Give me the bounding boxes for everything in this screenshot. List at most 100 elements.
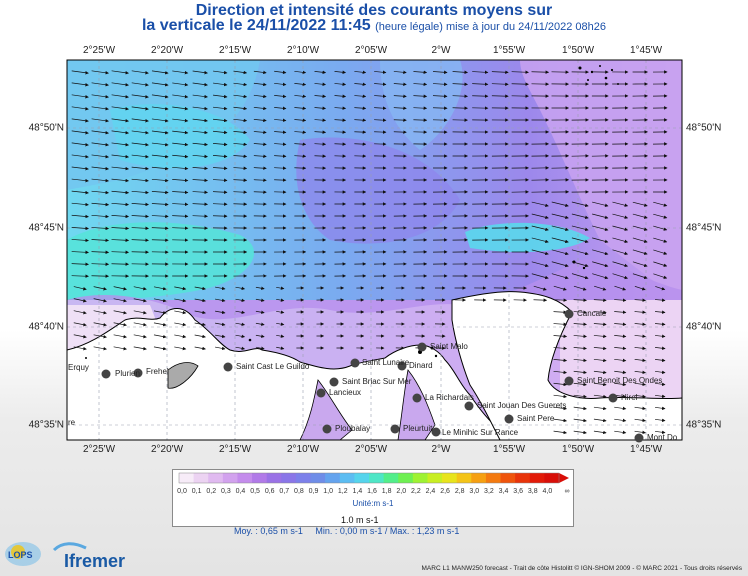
current-arrow [73, 310, 87, 315]
current-arrow [612, 237, 629, 243]
current-arrow [174, 334, 187, 339]
current-arrow [571, 249, 589, 256]
current-arrow [655, 394, 666, 399]
current-arrow [71, 130, 89, 135]
current-arrow [111, 106, 129, 111]
current-arrow [253, 70, 267, 75]
current-arrow [111, 250, 130, 254]
current-arrow [634, 334, 646, 339]
current-arrow [276, 322, 285, 326]
legend-label: 0,5 [250, 488, 260, 495]
legend-color-swatch [339, 473, 355, 483]
current-arrow [653, 237, 668, 243]
statistics: Moy. : 0,65 m s-1 Min. : 0,00 m s-1 / Ma… [234, 526, 459, 536]
current-arrow [91, 118, 109, 123]
current-arrow [393, 106, 407, 110]
current-arrow [151, 238, 169, 242]
place-label: Pleurtuit [403, 424, 433, 433]
current-arrow [131, 238, 149, 242]
legend-label: 3,0 [469, 488, 480, 495]
current-arrow [634, 394, 646, 399]
current-arrow [573, 298, 587, 302]
current-arrow [91, 142, 109, 147]
current-arrow [133, 286, 147, 291]
current-arrow [174, 298, 187, 303]
current-arrow [194, 334, 206, 339]
current-arrow [653, 213, 668, 219]
place-label: Plurien [115, 369, 140, 378]
current-arrow [253, 94, 267, 99]
current-arrow [634, 418, 646, 423]
current-arrow [274, 70, 287, 75]
current-arrow [533, 298, 548, 302]
legend-label: 0,6 [264, 488, 275, 495]
current-arrow [255, 322, 265, 326]
current-arrow [151, 82, 169, 87]
lon-tick: 1°55'W [492, 444, 526, 455]
current-arrow [91, 190, 110, 195]
current-arrow [192, 190, 208, 195]
lon-tick: 1°55'W [492, 45, 526, 56]
current-arrow [212, 166, 228, 171]
current-arrow [491, 82, 509, 86]
current-arrow [374, 118, 387, 122]
legend-label: 1,2 [337, 488, 348, 495]
current-arrow [294, 154, 307, 158]
current-arrow [255, 286, 265, 290]
current-arrow [374, 106, 387, 110]
current-vectors [71, 70, 668, 435]
current-arrow [274, 106, 287, 111]
title-date: la verticale le 24/11/2022 11:45 [141, 17, 371, 34]
current-arrow [274, 166, 287, 170]
current-arrow [531, 261, 549, 268]
legend-overflow-triangle [559, 473, 569, 483]
current-arrow [71, 82, 89, 87]
legend-color-swatch [193, 473, 209, 483]
current-arrow [551, 237, 569, 244]
legend-unit: Unité:m s-1 [352, 499, 394, 508]
lon-tick: 1°45'W [629, 444, 663, 455]
current-arrow [91, 82, 109, 87]
current-arrow [553, 310, 568, 314]
current-arrow [632, 261, 648, 267]
current-arrow [632, 273, 648, 280]
lat-tick: 48°35'N [28, 419, 64, 431]
current-arrow [553, 430, 568, 435]
current-arrow [91, 238, 110, 243]
place-label: Erquy [68, 363, 89, 372]
current-arrow [634, 358, 646, 363]
current-arrow [131, 142, 149, 147]
current-arrow [174, 286, 187, 291]
current-arrow [531, 237, 549, 244]
current-arrow [192, 202, 208, 206]
current-arrow [612, 213, 629, 219]
current-arrow [111, 154, 130, 159]
current-arrow [571, 201, 589, 207]
current-arrow [452, 94, 469, 98]
current-arrow [294, 70, 307, 75]
legend-label: 2,0 [396, 488, 407, 495]
current-arrow [593, 322, 607, 327]
place-label: Dinard [409, 361, 433, 370]
current-arrow [511, 70, 529, 74]
current-arrow [413, 106, 428, 110]
current-arrow [573, 322, 587, 327]
current-arrow [593, 358, 607, 363]
ifremer-logo: Ifremer [64, 551, 126, 571]
current-arrow [172, 106, 189, 111]
current-arrow [71, 238, 89, 243]
current-arrow [472, 70, 489, 75]
current-arrow [334, 142, 347, 146]
current-arrow [111, 142, 129, 147]
current-arrow [133, 322, 147, 327]
place-label: Le Minihic Sur Rance [442, 428, 519, 437]
current-arrow [614, 358, 627, 363]
current-arrow [354, 70, 367, 75]
current-arrow [593, 406, 607, 411]
current-arrow [314, 82, 327, 87]
current-arrow [354, 106, 367, 110]
place-label: Saint Briac Sur Mer [342, 377, 412, 386]
current-arrow [111, 94, 129, 99]
legend-label: 3,2 [484, 488, 494, 495]
